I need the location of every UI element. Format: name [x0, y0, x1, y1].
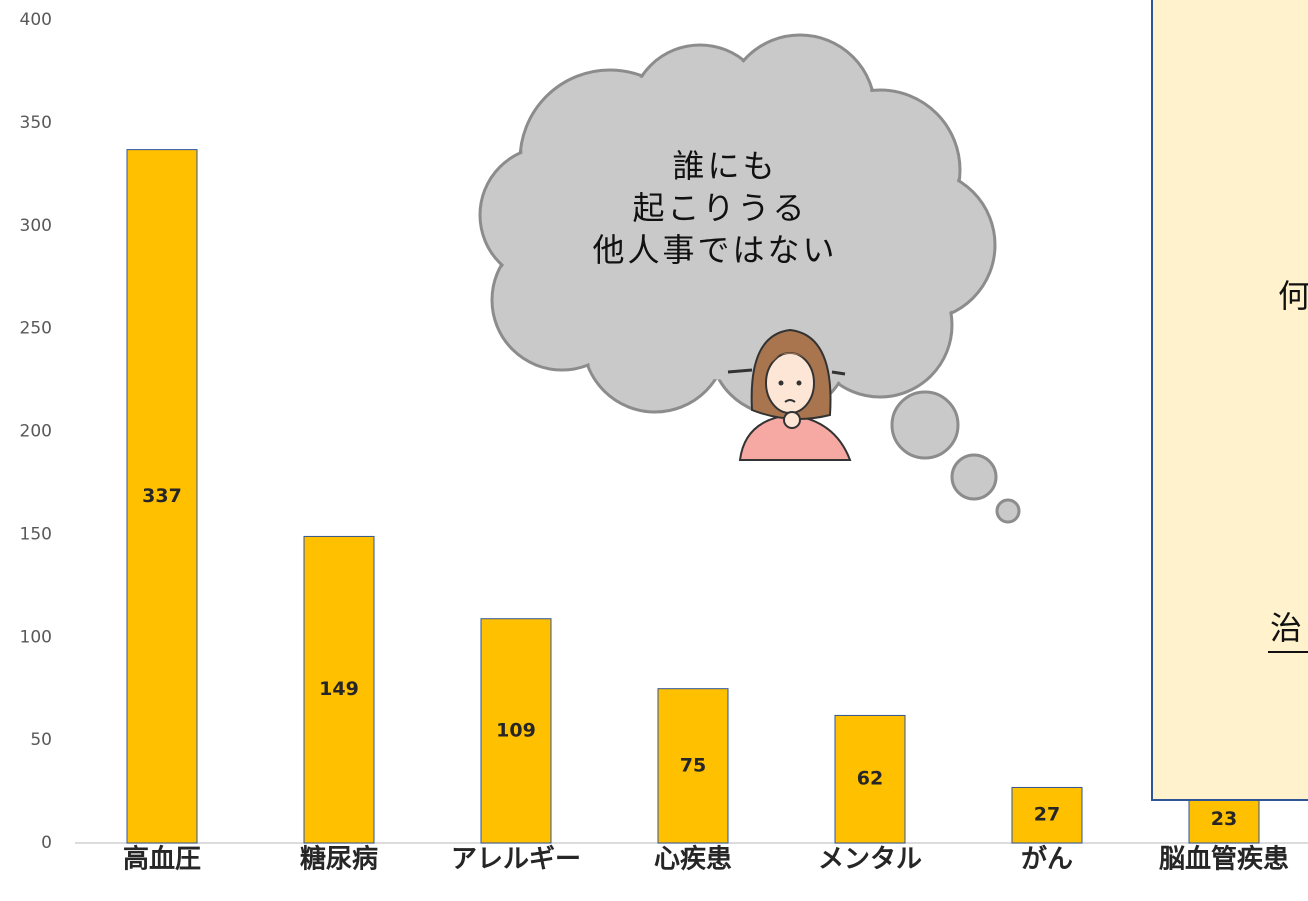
- y-tick-label: 0: [41, 833, 52, 853]
- y-tick-label: 250: [20, 319, 52, 339]
- y-tick-label: 350: [20, 113, 52, 133]
- x-tick-label: 心疾患: [654, 844, 732, 875]
- cloud-text: 他人事ではない: [592, 231, 837, 269]
- cloud-text: 起こりうる: [632, 189, 807, 227]
- x-tick-label: アレルギー: [451, 845, 581, 875]
- bar: [1011, 786, 1083, 844]
- note-text: 治: [1270, 609, 1302, 647]
- thought-cloud-fill: [482, 37, 993, 413]
- value-label: 27: [1034, 804, 1060, 826]
- y-tick-label: 100: [20, 627, 52, 647]
- x-tick-label: 脳血管疾患: [1158, 844, 1289, 875]
- y-tick-label: 150: [20, 524, 52, 544]
- value-label: 109: [496, 719, 536, 741]
- bar: [1188, 795, 1260, 844]
- cloud-text: 誰にも: [672, 147, 777, 185]
- y-tick-label: 50: [30, 730, 52, 750]
- note-box: [1151, 0, 1308, 801]
- y-tick-label: 300: [20, 216, 52, 236]
- bar: [480, 618, 552, 844]
- person-illustration: [727, 328, 852, 461]
- bar: [834, 714, 906, 844]
- y-tick-label: 200: [20, 422, 52, 442]
- value-label: 337: [142, 485, 182, 507]
- x-tick-label: がん: [1021, 844, 1073, 875]
- x-tick-label: 糖尿病: [300, 844, 378, 875]
- bar-group: 高血圧 337 糖尿病 149 アレルギー 109 心疾患 75 メンタル 62 がん 27 脳血管疾患…: [123, 149, 1289, 875]
- value-label: 62: [857, 768, 883, 790]
- value-label: 23: [1211, 808, 1237, 830]
- x-tick-label: 高血圧: [123, 844, 201, 875]
- bar: [657, 688, 729, 844]
- y-tick-label: 400: [20, 10, 52, 30]
- note-text: 何: [1278, 277, 1308, 315]
- value-label: 149: [319, 678, 359, 700]
- bar: [126, 149, 198, 844]
- x-tick-label: メンタル: [818, 845, 922, 875]
- value-label: 75: [680, 754, 706, 776]
- bar: [303, 535, 375, 844]
